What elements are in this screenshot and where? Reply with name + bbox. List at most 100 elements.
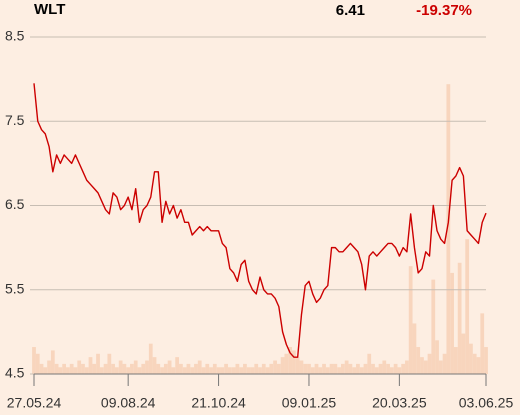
volume-bar	[340, 363, 345, 374]
change: -19.37%	[416, 2, 472, 19]
volume-bar	[32, 347, 36, 374]
volume-bar	[111, 363, 115, 374]
volume-bar	[292, 350, 296, 374]
y-tick-label: 8.5	[5, 28, 25, 44]
volume-bar	[371, 363, 375, 374]
volume-bar	[246, 367, 251, 374]
volume-bar	[239, 367, 244, 374]
volume-bar	[476, 357, 481, 374]
volume-bar	[167, 360, 172, 374]
volume-bar	[39, 363, 44, 374]
volume-bar	[126, 367, 131, 374]
volume-bar	[171, 367, 176, 374]
volume-bar	[261, 363, 266, 374]
volume-bar	[386, 363, 390, 374]
volume-bar	[295, 357, 300, 374]
volume-bar	[461, 333, 466, 374]
x-tick-label: 27.05.24	[7, 395, 62, 411]
volume-bar	[348, 363, 353, 374]
volume-bar	[318, 367, 323, 374]
volume-bar	[205, 363, 210, 374]
volume-bar	[243, 363, 247, 374]
volume-bar	[54, 363, 59, 374]
volume-bar	[299, 360, 304, 374]
volume-bar	[258, 367, 262, 374]
volume-bar	[359, 367, 364, 374]
volume-bar	[194, 363, 198, 374]
volume-bar	[427, 353, 432, 374]
volume-bar	[405, 360, 409, 374]
volume-bar	[329, 363, 334, 374]
volume-bar	[88, 357, 93, 374]
volume-bar	[367, 353, 372, 374]
volume-bar	[480, 313, 485, 374]
price: 6.41	[336, 2, 365, 19]
volume-bar	[397, 367, 402, 374]
volume-bar	[43, 367, 48, 374]
volume-bar	[163, 363, 168, 374]
volume-bar	[265, 367, 270, 374]
volume-bar	[66, 367, 70, 374]
x-tick-label: 09.08.24	[101, 395, 156, 411]
volume-bar	[307, 363, 311, 374]
volume-bar	[99, 367, 104, 374]
volume-bar	[276, 363, 281, 374]
volume-bar	[303, 363, 308, 374]
volume-bar	[469, 343, 473, 374]
volume-bar	[310, 367, 315, 374]
volume-bar	[288, 347, 293, 374]
volume-bar	[141, 363, 146, 374]
volume-bar	[96, 353, 100, 374]
volume-bar	[416, 347, 421, 374]
volume-bar	[186, 363, 191, 374]
volume-bar	[220, 367, 225, 374]
volume-bar	[209, 367, 213, 374]
volume-bar	[103, 363, 108, 374]
volume-bar	[160, 367, 164, 374]
x-tick-label: 21.10.24	[191, 395, 246, 411]
volume-bar	[435, 340, 439, 374]
volume-bar	[352, 367, 357, 374]
y-tick-label: 4.5	[5, 365, 25, 381]
volume-bar	[333, 363, 338, 374]
volume-bar	[179, 363, 183, 374]
volume-bar	[182, 367, 187, 374]
volume-bar	[156, 363, 161, 374]
price-line	[33, 83, 487, 358]
volume-bar	[47, 360, 51, 374]
volume-bar	[130, 363, 134, 374]
volume-bar	[401, 363, 406, 374]
volume-bar	[145, 360, 149, 374]
volume-bar	[438, 360, 443, 374]
volume-bar	[442, 353, 447, 374]
volume-bar	[235, 363, 240, 374]
volume-bar	[389, 367, 394, 374]
volume-bar	[201, 367, 206, 374]
volume-bar	[212, 363, 217, 374]
volume-bar	[457, 262, 462, 374]
volume-bar	[197, 360, 202, 374]
volume-bar	[378, 363, 383, 374]
volume-bar	[216, 367, 221, 374]
volume-bar	[84, 367, 89, 374]
volume-bar	[322, 363, 326, 374]
volume-bar	[35, 353, 40, 374]
volume-bar	[269, 363, 274, 374]
x-tick-label: 09.01.25	[282, 395, 337, 411]
volume-bar	[81, 363, 85, 374]
y-tick-label: 7.5	[5, 112, 25, 128]
volume-bar	[450, 272, 454, 374]
volume-bar	[114, 367, 119, 374]
y-tick-label: 5.5	[5, 280, 25, 296]
volume-bar	[284, 353, 289, 374]
volume-bar	[92, 363, 97, 374]
volume-bar	[356, 363, 360, 374]
volume-bar	[231, 367, 236, 374]
volume-bar	[408, 266, 413, 374]
volume-bar	[363, 363, 368, 374]
volume-bar	[73, 367, 78, 374]
x-tick-label: 20.03.25	[372, 395, 427, 411]
volume-bar	[484, 347, 488, 374]
